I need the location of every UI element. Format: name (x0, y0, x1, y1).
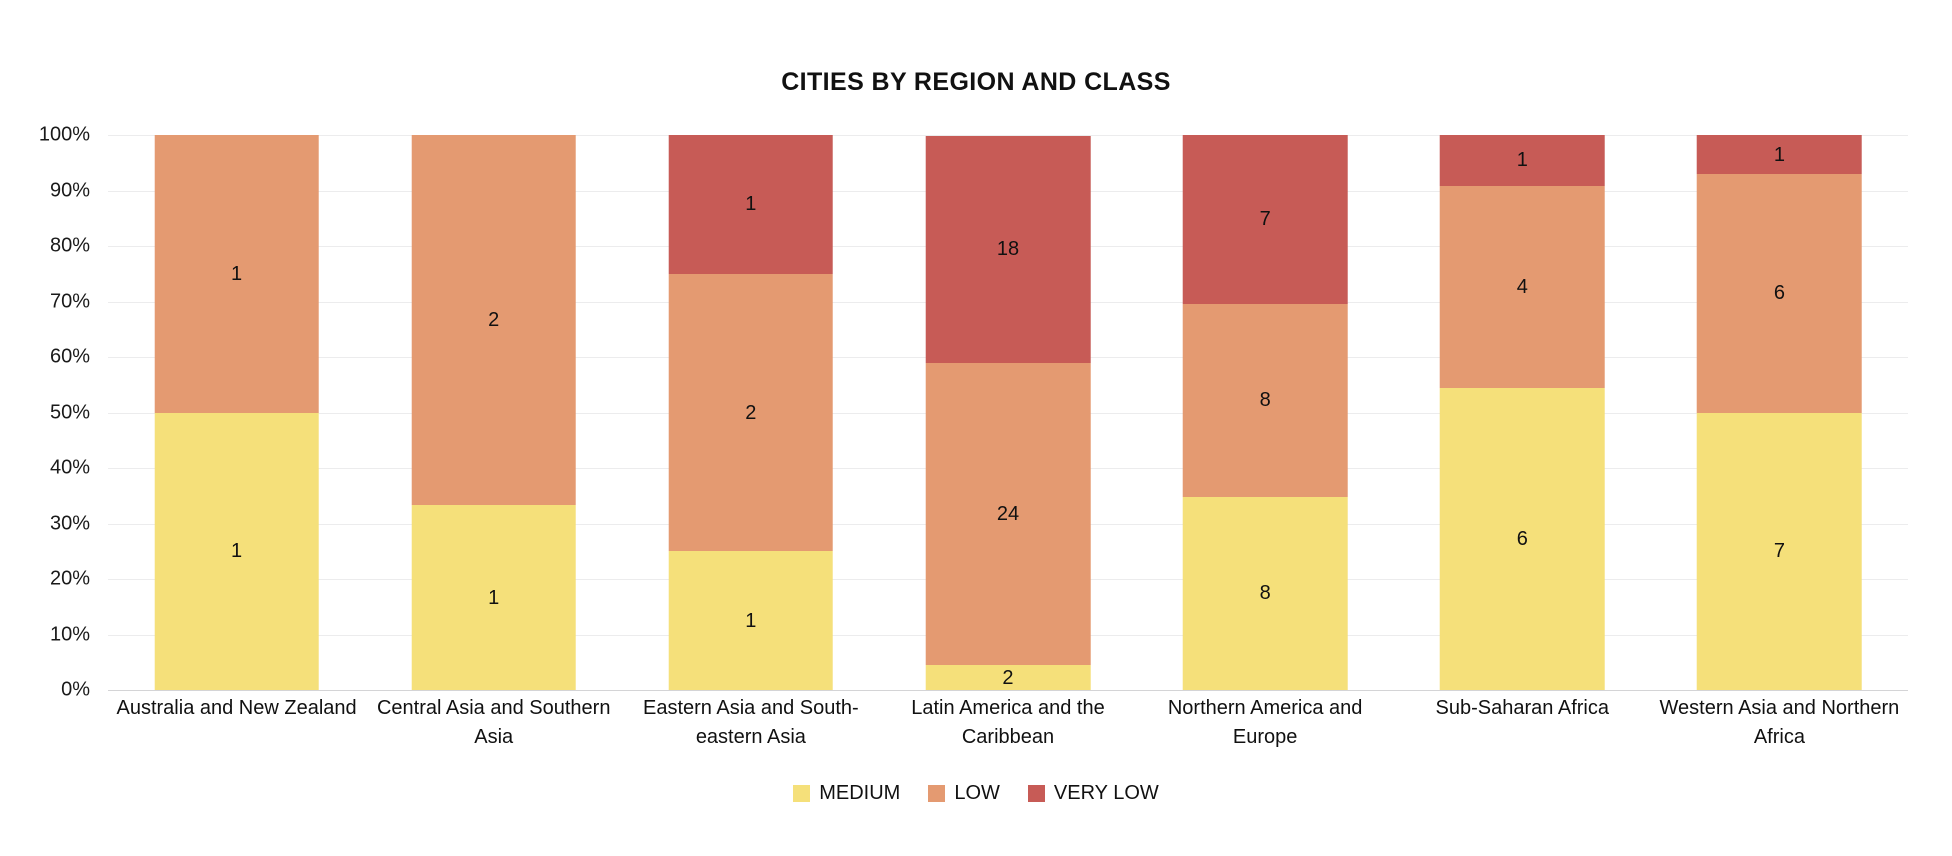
bar-value-label: 2 (745, 401, 757, 424)
legend-item[interactable]: MEDIUM (793, 782, 900, 805)
bar-segment[interactable]: 7 (1182, 135, 1348, 304)
bar-group: 7 6 1 (1651, 135, 1908, 690)
gridline (108, 690, 1908, 691)
y-axis-tick-label: 30% (49, 512, 90, 534)
y-axis-tick-label: 80% (49, 234, 90, 257)
y-axis-tick-label: 60% (49, 345, 90, 368)
bar-group: 8 8 7 (1137, 135, 1394, 690)
bar-segment[interactable]: 1 (411, 505, 576, 690)
bar-segment[interactable]: 1 (154, 135, 319, 413)
bar-value-label: 18 (996, 238, 1020, 261)
legend-label: LOW (954, 782, 1000, 804)
bar-value-label: 1 (1516, 149, 1528, 172)
bar-value-label: 7 (1773, 540, 1785, 563)
bar-value-label: 24 (996, 502, 1020, 525)
y-axis: 100% 90% 80% 70% 60% 50% 40% 30% 20% 10% 0% (0, 124, 100, 701)
x-axis-category-label: Australia and New Zealand (116, 697, 357, 719)
bar-value-label: 4 (1516, 275, 1528, 298)
x-axis-category-label: Western Asia and Northern Africa (1659, 697, 1900, 748)
bar-stack[interactable]: 8 8 7 (1182, 135, 1348, 690)
bar-segment[interactable]: 8 (1182, 496, 1348, 690)
legend-label: MEDIUM (819, 782, 901, 804)
bar-value-label: 1 (1773, 143, 1785, 166)
x-axis-category-label: Central Asia and Southern Asia (376, 697, 611, 748)
bars-layer: 1 1 1 2 1 2 1 2 24 18 8 8 7 6 4 1 7 6 1 (108, 135, 1908, 690)
bar-stack[interactable]: 7 6 1 (1697, 135, 1862, 690)
y-axis-tick-label: 100% (38, 123, 90, 146)
legend-swatch-icon (793, 785, 811, 802)
bar-value-label: 2 (488, 309, 500, 332)
bar-stack[interactable]: 2 24 18 (925, 135, 1091, 690)
bar-group: 2 24 18 (879, 135, 1136, 690)
bar-segment[interactable]: 1 (154, 412, 319, 690)
y-axis-tick-label: 20% (49, 567, 90, 590)
bar-segment[interactable]: 1 (1439, 135, 1605, 186)
bar-group: 6 4 1 (1394, 135, 1651, 690)
y-axis-tick-label: 90% (49, 179, 90, 201)
legend-item[interactable]: VERY LOW (1027, 782, 1159, 805)
bar-value-label: 6 (1516, 527, 1528, 550)
bar-segment[interactable]: 6 (1439, 387, 1605, 690)
bar-group: 1 2 1 (622, 135, 879, 690)
bar-segment[interactable]: 2 (925, 665, 1091, 690)
y-axis-tick-label: 40% (49, 456, 90, 479)
y-axis-tick-label: 10% (49, 623, 90, 645)
x-axis-category-label: Northern America and Europe (1167, 697, 1363, 748)
bar-segment[interactable]: 24 (925, 362, 1091, 666)
bar-stack[interactable]: 1 2 1 (668, 135, 834, 690)
gridline (108, 135, 1908, 136)
y-axis-tick-label: 70% (49, 290, 90, 312)
bar-segment[interactable]: 1 (668, 135, 834, 274)
bar-value-label: 1 (231, 262, 243, 285)
legend-label: VERY LOW (1053, 782, 1159, 804)
chart-legend: MEDIUM LOW VERY LOW (0, 782, 1952, 805)
x-axis-category-label: Latin America and the Caribbean (911, 697, 1105, 748)
bar-segment[interactable]: 6 (1697, 174, 1862, 413)
bar-segment[interactable]: 7 (1697, 412, 1862, 690)
bar-segment[interactable]: 2 (411, 135, 576, 506)
bar-value-label: 1 (745, 609, 757, 632)
y-axis-tick-label: 0% (61, 678, 90, 701)
bar-segment[interactable]: 4 (1439, 185, 1605, 388)
bar-segment[interactable]: 8 (1182, 303, 1348, 497)
x-axis: Australia and New Zealand Central Asia an… (108, 694, 1908, 752)
legend-swatch-icon (928, 785, 946, 802)
bar-value-label: 1 (488, 586, 500, 609)
x-axis-category-label: Sub-Saharan Africa (1435, 697, 1609, 719)
bar-segment[interactable]: 2 (668, 273, 834, 552)
bar-stack[interactable]: 6 4 1 (1439, 135, 1605, 690)
legend-swatch-icon (1027, 785, 1045, 802)
legend-item[interactable]: LOW (928, 782, 1000, 805)
y-axis-tick-label: 50% (49, 401, 90, 423)
bar-value-label: 2 (1002, 666, 1014, 689)
bar-value-label: 1 (745, 193, 757, 216)
x-axis-category-label: Eastern Asia and South-eastern Asia (643, 697, 859, 748)
bar-value-label: 6 (1773, 282, 1785, 305)
bar-value-label: 7 (1259, 208, 1271, 231)
bar-segment[interactable]: 1 (668, 551, 834, 690)
bar-value-label: 8 (1259, 389, 1271, 412)
chart-title: CITIES BY REGION AND CLASS (781, 68, 1171, 96)
bar-value-label: 8 (1259, 582, 1271, 605)
bar-value-label: 1 (231, 540, 243, 563)
bar-segment[interactable]: 18 (925, 135, 1091, 363)
bar-segment[interactable]: 1 (1697, 135, 1862, 175)
plot-area: 1 1 1 2 1 2 1 2 24 18 8 8 7 6 4 1 7 6 1 (108, 135, 1908, 691)
